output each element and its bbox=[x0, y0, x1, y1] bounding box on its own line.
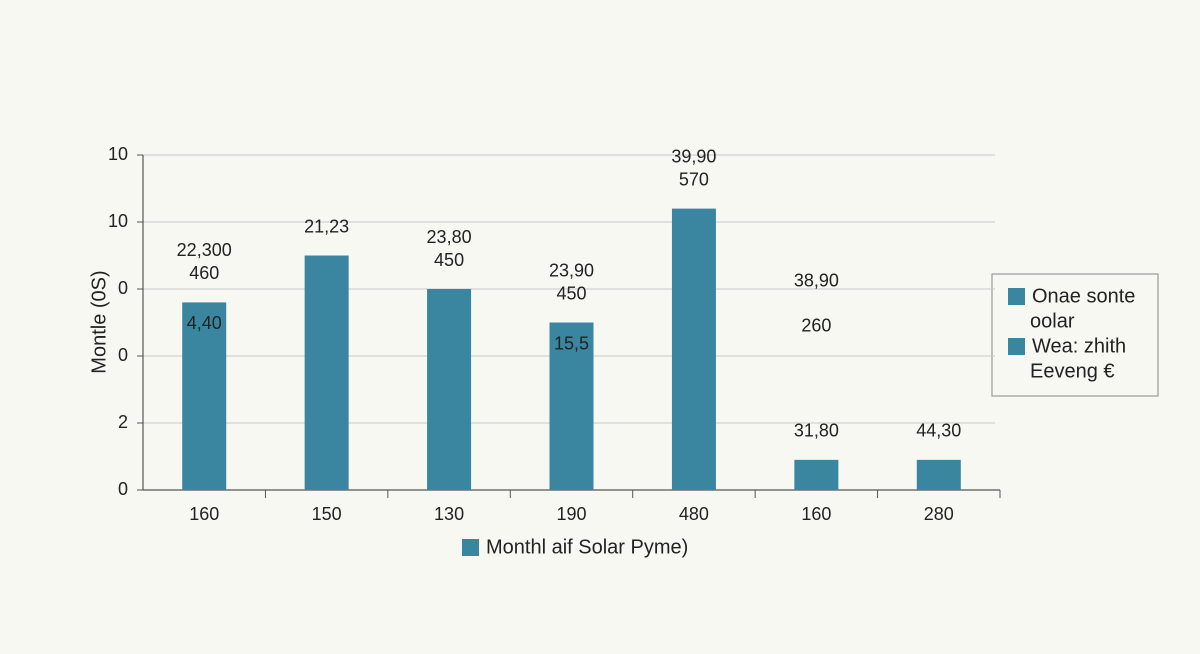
y-axis-label: Montle (0S) bbox=[88, 270, 110, 373]
y-tick-label: 10 bbox=[108, 211, 128, 231]
data-annotation: 450 bbox=[434, 250, 464, 270]
x-tick-label: 130 bbox=[434, 504, 464, 524]
inside-label: 4,40 bbox=[187, 313, 222, 333]
y-tick-label: 0 bbox=[118, 479, 128, 499]
bar bbox=[304, 255, 349, 490]
data-annotation: 44,30 bbox=[916, 421, 961, 441]
bar bbox=[794, 459, 839, 490]
data-annotation: 460 bbox=[189, 263, 219, 283]
legend-label: Onae sonte bbox=[1032, 285, 1135, 307]
data-annotation: 570 bbox=[679, 169, 709, 189]
x-tick-label: 150 bbox=[312, 504, 342, 524]
data-annotation: 23,80 bbox=[427, 227, 472, 247]
x-tick-label: 280 bbox=[924, 504, 954, 524]
legend-label: Monthl aif Solar Pyme) bbox=[486, 536, 688, 558]
y-tick-label: 0 bbox=[118, 278, 128, 298]
x-tick-label: 480 bbox=[679, 504, 709, 524]
inside-label: 15,5 bbox=[554, 333, 589, 353]
data-annotation: 39,90 bbox=[671, 146, 716, 166]
bar bbox=[427, 289, 472, 490]
x-tick-label: 190 bbox=[556, 504, 586, 524]
data-annotation: 31,80 bbox=[794, 421, 839, 441]
x-tick-label: 160 bbox=[189, 504, 219, 524]
legend-label: Wea: zhith bbox=[1032, 335, 1126, 357]
data-annotation: 22,300 bbox=[177, 240, 232, 260]
data-annotation: 450 bbox=[556, 283, 586, 303]
y-tick-label: 0 bbox=[118, 345, 128, 365]
data-annotation: 38,90 bbox=[794, 271, 839, 291]
data-annotation: 260 bbox=[801, 316, 831, 336]
legend-swatch bbox=[462, 539, 479, 556]
legend-box bbox=[991, 273, 1159, 397]
bar bbox=[916, 459, 961, 490]
y-tick-label: 10 bbox=[108, 144, 128, 164]
legend-label: oolar bbox=[1030, 310, 1075, 332]
bar bbox=[671, 208, 716, 490]
legend-label: Eeveng € bbox=[1030, 360, 1115, 382]
legend-swatch bbox=[1008, 288, 1025, 305]
data-annotation: 23,90 bbox=[549, 260, 594, 280]
bar bbox=[549, 322, 594, 490]
y-tick-label: 2 bbox=[118, 412, 128, 432]
data-annotation: 21,23 bbox=[304, 216, 349, 236]
x-tick-label: 160 bbox=[801, 504, 831, 524]
bar bbox=[182, 302, 227, 490]
legend-swatch bbox=[1008, 338, 1025, 355]
